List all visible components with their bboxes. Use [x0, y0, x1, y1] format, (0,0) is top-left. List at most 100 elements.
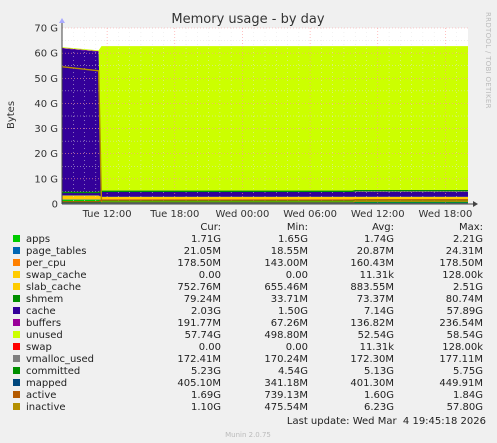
legend-label-page_tables: page_tables — [26, 246, 87, 257]
legend-value: 6.23G — [364, 402, 394, 413]
legend-value: 2.03G — [191, 306, 221, 317]
x-tick-label: Tue 12:00 — [82, 209, 132, 220]
x-tick-label: Wed 06:00 — [283, 209, 337, 220]
x-tick-label: Tue 18:00 — [149, 209, 199, 220]
area-slab_cache — [62, 195, 468, 200]
y-tick-label: 40 G — [34, 99, 58, 110]
legend-value: 475.54M — [264, 402, 308, 413]
legend-value: 80.74M — [446, 294, 483, 305]
x-tick-label: Wed 12:00 — [351, 209, 405, 220]
legend-value: 2.51G — [453, 282, 483, 293]
legend-swatch-inactive — [13, 403, 20, 410]
legend-label-per_cpu: per_cpu — [26, 258, 66, 269]
legend-label-cache: cache — [26, 306, 56, 317]
legend-value: 752.76M — [177, 282, 221, 293]
legend-swatch-apps — [13, 235, 20, 242]
y-axis-label: Bytes — [6, 101, 17, 129]
legend-label-committed: committed — [26, 366, 80, 377]
legend-label-apps: apps — [26, 234, 50, 245]
legend-value: 401.30M — [350, 378, 394, 389]
legend-value: 236.54M — [439, 318, 483, 329]
legend-value: 18.55M — [271, 246, 308, 257]
legend-value: 1.60G — [364, 390, 394, 401]
legend-label-inactive: inactive — [26, 402, 66, 413]
legend-label-unused: unused — [26, 330, 63, 341]
legend-value: 1.74G — [364, 234, 394, 245]
legend-value: 739.13M — [264, 390, 308, 401]
legend-value: 128.00k — [442, 342, 483, 353]
legend-value: 1.65G — [278, 234, 308, 245]
legend-value: 57.80G — [447, 402, 483, 413]
legend-value: 4.54G — [278, 366, 308, 377]
legend-value: 5.75G — [453, 366, 483, 377]
legend-label-swap_cache: swap_cache — [26, 270, 86, 281]
legend-value: 172.30M — [350, 354, 394, 365]
line-active — [62, 199, 468, 203]
legend-label-shmem: shmem — [26, 294, 63, 305]
legend-swatch-vmalloc_used — [13, 355, 20, 362]
legend-value: 20.87M — [357, 246, 394, 257]
line-committed — [62, 189, 468, 194]
y-axis-arrow — [59, 18, 65, 23]
legend-label-swap: swap — [26, 342, 52, 353]
line-inactive — [61, 66, 468, 203]
area-shmem — [62, 195, 468, 198]
legend-value: 0.00 — [199, 342, 221, 353]
legend-value: 160.43M — [350, 258, 394, 269]
y-tick-label: 70 G — [34, 24, 58, 35]
legend-header: Avg: — [372, 222, 394, 233]
legend-swatch-shmem — [13, 295, 20, 302]
chart-title: Memory usage - by day — [171, 12, 324, 27]
legend-value: 883.55M — [350, 282, 394, 293]
legend-value: 1.84G — [453, 390, 483, 401]
legend-value: 0.00 — [199, 270, 221, 281]
legend-value: 1.71G — [191, 234, 221, 245]
legend-value: 191.77M — [177, 318, 221, 329]
legend-value: 341.18M — [264, 378, 308, 389]
legend-swatch-mapped — [13, 379, 20, 386]
axes: 0 10 G 20 G 30 G 40 G 50 G 60 G 70 G Tue 12:00 Tu… — [34, 18, 478, 220]
y-tick-label: 50 G — [34, 74, 58, 85]
legend-value: 11.31k — [360, 270, 395, 281]
y-tick-label: 10 G — [34, 174, 58, 185]
legend-table: Cur: Min: Avg: Max: apps 1.71G 1.65G 1.74G 2.21G… — [13, 222, 483, 413]
legend-value: 143.00M — [264, 258, 308, 269]
legend-value: 405.10M — [177, 378, 221, 389]
legend-value: 655.46M — [264, 282, 308, 293]
legend-label-mapped: mapped — [26, 378, 67, 389]
legend-value: 498.80M — [264, 330, 308, 341]
legend-value: 52.54G — [358, 330, 394, 341]
legend-value: 178.50M — [439, 258, 483, 269]
area-unused — [62, 46, 468, 192]
legend-value: 128.00k — [442, 270, 483, 281]
legend-value: 1.69G — [191, 390, 221, 401]
legend-swatch-buffers — [13, 319, 20, 326]
legend-value: 67.26M — [271, 318, 308, 329]
plot-grid — [62, 27, 468, 204]
legend-swatch-swap — [13, 343, 20, 350]
legend-value: 1.10G — [191, 402, 221, 413]
legend-swatch-committed — [13, 367, 20, 374]
legend-value: 136.82M — [350, 318, 394, 329]
x-tick-label: Wed 18:00 — [419, 209, 473, 220]
legend-swatch-swap_cache — [13, 271, 20, 278]
legend-value: 1.50G — [278, 306, 308, 317]
legend-value: 5.13G — [364, 366, 394, 377]
legend-header: Min: — [287, 222, 308, 233]
legend-value: 79.24M — [184, 294, 221, 305]
y-tick-label: 20 G — [34, 149, 58, 160]
legend-swatch-per_cpu — [13, 259, 20, 266]
legend-value: 2.21G — [453, 234, 483, 245]
legend-value: 24.31M — [446, 246, 483, 257]
legend-value: 170.24M — [264, 354, 308, 365]
legend-value: 11.31k — [360, 342, 395, 353]
legend-label-slab_cache: slab_cache — [26, 282, 81, 293]
legend-label-active: active — [26, 390, 56, 401]
legend-label-vmalloc_used: vmalloc_used — [26, 354, 94, 365]
y-tick-label: 30 G — [34, 124, 58, 135]
legend-value: 449.91M — [439, 378, 483, 389]
legend-value: 33.71M — [271, 294, 308, 305]
munin-version: Munin 2.0.75 — [225, 431, 271, 439]
legend-value: 178.50M — [177, 258, 221, 269]
